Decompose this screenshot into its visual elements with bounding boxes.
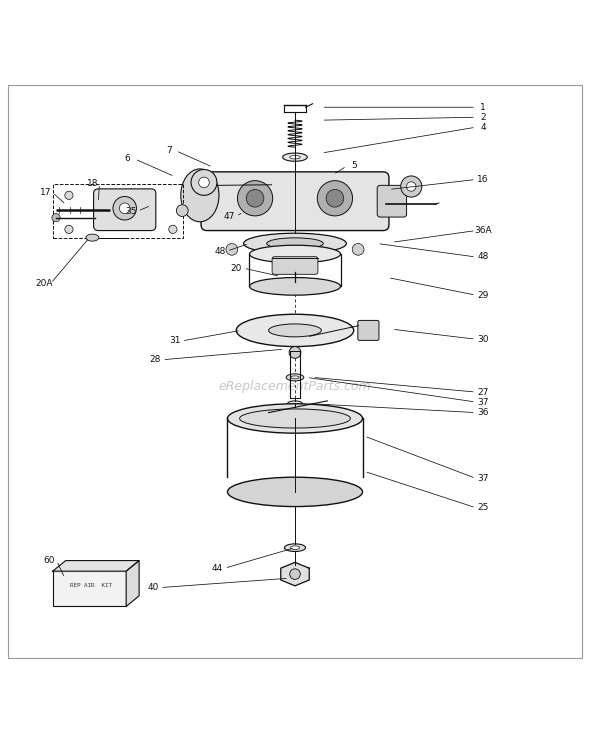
Text: 20: 20 (231, 264, 242, 273)
Text: 36A: 36A (474, 226, 491, 235)
Text: 48: 48 (477, 253, 489, 262)
Circle shape (169, 225, 177, 233)
Text: 17: 17 (40, 188, 51, 197)
Circle shape (290, 569, 300, 580)
Circle shape (326, 189, 344, 207)
Polygon shape (281, 562, 309, 585)
Ellipse shape (290, 155, 300, 159)
Text: 25: 25 (477, 503, 489, 512)
FancyBboxPatch shape (201, 172, 389, 230)
Bar (53, 184, 183, 238)
Circle shape (401, 176, 422, 197)
Circle shape (176, 205, 188, 216)
Text: 2: 2 (480, 113, 486, 122)
Ellipse shape (268, 324, 322, 337)
Ellipse shape (267, 238, 323, 249)
Circle shape (237, 181, 273, 216)
Text: 37: 37 (477, 474, 489, 483)
Text: 40: 40 (147, 583, 159, 592)
Text: 31: 31 (169, 337, 181, 345)
Ellipse shape (240, 409, 350, 428)
Circle shape (52, 213, 60, 221)
Circle shape (191, 169, 217, 195)
Circle shape (113, 196, 136, 220)
Circle shape (289, 346, 301, 358)
Text: 7: 7 (166, 146, 172, 155)
Ellipse shape (236, 314, 354, 346)
Text: 37: 37 (477, 398, 489, 406)
Circle shape (246, 189, 264, 207)
FancyBboxPatch shape (358, 320, 379, 340)
Ellipse shape (291, 376, 299, 379)
Text: 30: 30 (477, 334, 489, 344)
Bar (53, 571, 126, 606)
Text: REP AIR  KIT: REP AIR KIT (70, 583, 112, 588)
Text: 4: 4 (480, 123, 486, 132)
Text: 60: 60 (44, 556, 55, 565)
Circle shape (317, 181, 353, 216)
Ellipse shape (244, 233, 346, 254)
Text: 18: 18 (87, 179, 98, 188)
Text: 28: 28 (149, 355, 161, 364)
Text: 1: 1 (480, 103, 486, 111)
Text: 47: 47 (224, 212, 235, 221)
Circle shape (407, 182, 416, 191)
Ellipse shape (286, 374, 304, 381)
Circle shape (65, 225, 73, 233)
Text: 20A: 20A (35, 279, 53, 288)
Polygon shape (53, 560, 139, 571)
Ellipse shape (287, 401, 303, 406)
Ellipse shape (284, 544, 306, 551)
Ellipse shape (250, 245, 340, 263)
Text: eReplacementParts.com: eReplacementParts.com (219, 380, 371, 393)
Text: 36: 36 (477, 408, 489, 417)
Text: 35: 35 (125, 207, 136, 215)
Text: 16: 16 (477, 175, 489, 184)
Ellipse shape (181, 169, 219, 221)
Circle shape (226, 244, 238, 256)
Circle shape (352, 244, 364, 256)
Ellipse shape (283, 153, 307, 161)
Ellipse shape (250, 278, 340, 295)
Text: 27: 27 (477, 388, 489, 397)
Circle shape (199, 177, 209, 188)
Circle shape (65, 191, 73, 199)
Ellipse shape (228, 477, 362, 507)
Circle shape (119, 203, 130, 213)
Text: 6: 6 (124, 155, 130, 163)
FancyBboxPatch shape (272, 256, 318, 274)
Ellipse shape (228, 403, 362, 433)
Ellipse shape (290, 546, 300, 549)
Text: 44: 44 (212, 564, 223, 573)
Text: 5: 5 (351, 161, 356, 170)
Text: 29: 29 (477, 291, 489, 299)
FancyBboxPatch shape (377, 185, 407, 217)
FancyBboxPatch shape (94, 189, 156, 230)
Text: 48: 48 (214, 247, 225, 256)
Polygon shape (126, 560, 139, 606)
Ellipse shape (86, 234, 99, 241)
